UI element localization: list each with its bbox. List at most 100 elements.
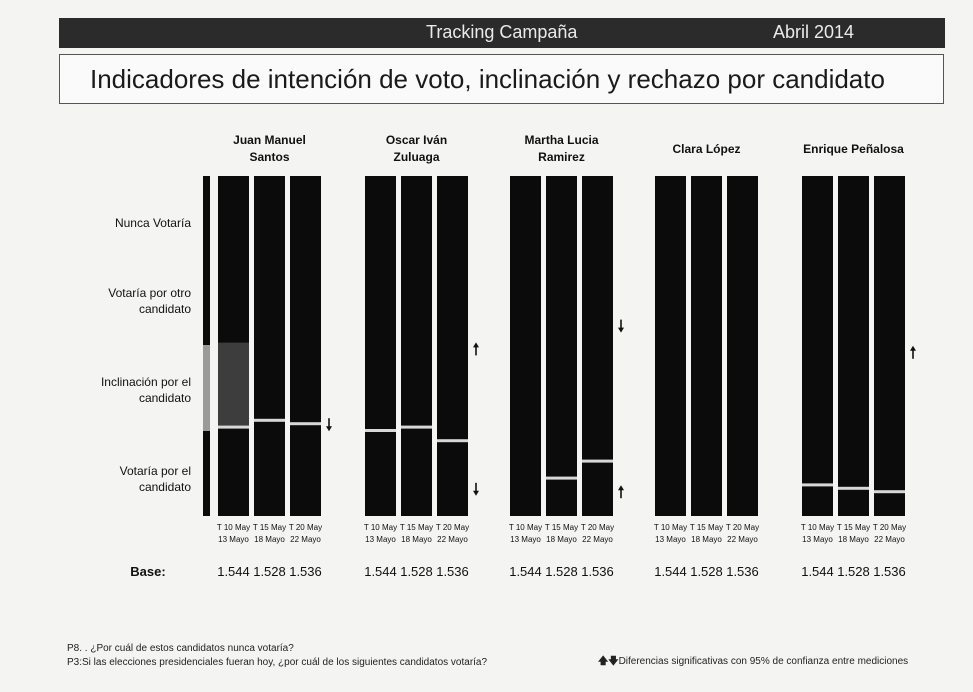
row-label: Votaría por otro <box>108 286 191 300</box>
row-label: Nunca Votaría <box>115 216 191 230</box>
bar-vote-marker <box>582 459 613 463</box>
bar-vote-marker <box>874 490 905 494</box>
arrow-down-icon <box>473 482 479 496</box>
period-label: T 10 May <box>364 523 397 532</box>
bar-vote-marker <box>218 425 249 429</box>
base-value: 1.544 <box>654 564 687 579</box>
period-label: T 10 May <box>217 523 250 532</box>
period-label: 18 Mayo <box>401 535 432 544</box>
period-label: 13 Mayo <box>365 535 396 544</box>
period-label: T 20 May <box>289 523 322 532</box>
bar <box>401 176 432 516</box>
candidate-name: Juan Manuel <box>233 133 306 147</box>
period-label: 13 Mayo <box>802 535 833 544</box>
header-bar: Tracking Campaña Abril 2014 <box>59 18 945 48</box>
base-value: 1.544 <box>217 564 250 579</box>
candidate-name: Enrique Peñalosa <box>803 142 904 156</box>
page-title: Indicadores de intención de voto, inclin… <box>59 54 944 104</box>
bar <box>290 176 321 516</box>
arrow-up-icon <box>910 345 916 359</box>
bar <box>691 176 722 516</box>
bar <box>874 176 905 516</box>
bar <box>838 176 869 516</box>
period-label: 18 Mayo <box>546 535 577 544</box>
row-label: candidato <box>139 302 191 316</box>
base-label: Base: <box>130 564 165 579</box>
bar <box>365 176 396 516</box>
period-label: T 20 May <box>581 523 614 532</box>
bar <box>510 176 541 516</box>
candidate-name: Martha Lucia <box>524 133 598 147</box>
bar <box>546 176 577 516</box>
bar-vote-marker <box>802 483 833 487</box>
period-label: 13 Mayo <box>655 535 686 544</box>
bar-vote-marker <box>401 425 432 429</box>
bar-vote-marker <box>838 486 869 490</box>
base-value: 1.536 <box>873 564 906 579</box>
period-label: T 15 May <box>837 523 870 532</box>
period-label: T 15 May <box>400 523 433 532</box>
bar-vote-marker <box>437 439 468 443</box>
base-value: 1.536 <box>726 564 759 579</box>
base-value: 1.528 <box>400 564 433 579</box>
period-label: 18 Mayo <box>691 535 722 544</box>
base-value: 1.528 <box>690 564 723 579</box>
base-value: 1.528 <box>837 564 870 579</box>
period-label: T 20 May <box>436 523 469 532</box>
period-label: T 10 May <box>509 523 542 532</box>
period-label: 22 Mayo <box>290 535 321 544</box>
period-label: T 15 May <box>690 523 723 532</box>
candidate-name: Clara López <box>672 142 740 156</box>
arrow-up-icon <box>618 485 624 499</box>
base-value: 1.528 <box>253 564 286 579</box>
row-label: candidato <box>139 391 191 405</box>
base-value: 1.536 <box>436 564 469 579</box>
bar <box>437 176 468 516</box>
reference-bar-inclination <box>203 345 210 431</box>
bar-vote-marker <box>254 418 285 422</box>
period-label: T 10 May <box>654 523 687 532</box>
base-value: 1.536 <box>289 564 322 579</box>
bar <box>218 176 249 516</box>
bar <box>655 176 686 516</box>
candidate-name: Zuluaga <box>393 150 439 164</box>
arrow-down-icon <box>618 319 624 333</box>
header-date: Abril 2014 <box>773 22 855 42</box>
base-value: 1.544 <box>364 564 397 579</box>
bar-vote-marker <box>290 422 321 426</box>
period-label: T 10 May <box>801 523 834 532</box>
period-label: 18 Mayo <box>254 535 285 544</box>
period-label: T 15 May <box>253 523 286 532</box>
base-value: 1.544 <box>801 564 834 579</box>
bar <box>254 176 285 516</box>
period-label: T 20 May <box>873 523 906 532</box>
period-label: 13 Mayo <box>510 535 541 544</box>
period-label: 18 Mayo <box>838 535 869 544</box>
bar <box>727 176 758 516</box>
base-value: 1.544 <box>509 564 542 579</box>
row-label: candidato <box>139 480 191 494</box>
period-label: 13 Mayo <box>218 535 249 544</box>
bar-inclination-segment <box>218 342 249 428</box>
period-label: 22 Mayo <box>582 535 613 544</box>
base-value: 1.536 <box>581 564 614 579</box>
bar <box>582 176 613 516</box>
bar-vote-marker <box>546 476 577 480</box>
period-label: 22 Mayo <box>874 535 905 544</box>
period-label: T 15 May <box>545 523 578 532</box>
candidate-name: Oscar Iván <box>386 133 447 147</box>
candidate-name: Santos <box>249 150 289 164</box>
header-tracking-title: Tracking Campaña <box>426 22 578 42</box>
arrow-up-icon <box>473 342 479 356</box>
candidate-name: Ramirez <box>538 150 585 164</box>
row-label: Votaría por el <box>120 464 191 478</box>
period-label: 22 Mayo <box>727 535 758 544</box>
arrow-down-icon <box>326 418 332 432</box>
base-value: 1.528 <box>545 564 578 579</box>
period-label: T 20 May <box>726 523 759 532</box>
bar <box>802 176 833 516</box>
period-label: 22 Mayo <box>437 535 468 544</box>
row-label: Inclinación por el <box>101 375 191 389</box>
bar-vote-marker <box>365 429 396 432</box>
